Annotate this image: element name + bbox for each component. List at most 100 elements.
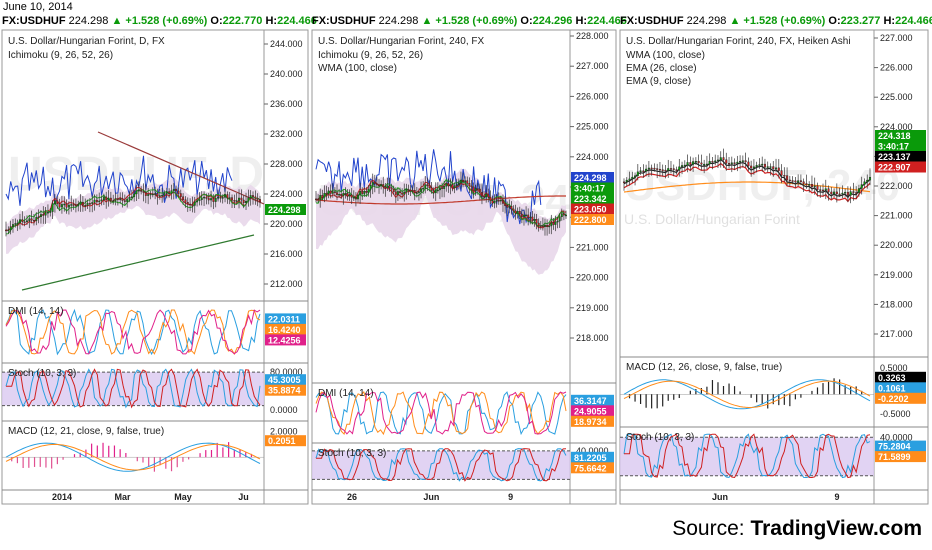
candle-body [12, 224, 14, 227]
candle-body [474, 188, 477, 191]
candle-body [510, 206, 513, 210]
price-tick-label: 219.000 [576, 303, 609, 313]
candle-body [653, 167, 656, 170]
symbol: FX:USDHUF [620, 15, 684, 27]
candle-body [436, 189, 439, 192]
candle-body [228, 197, 231, 199]
chart-daily[interactable]: USDHUF, DU.S. Dollar/Hungarian Forint, D… [1, 29, 309, 505]
candle-body [147, 194, 150, 196]
open-label: O: [828, 15, 841, 27]
candle-body [137, 189, 140, 192]
subpane-tag-bg [571, 405, 614, 417]
candle-body [868, 176, 872, 181]
price-tag-label: 224.298 [574, 173, 607, 183]
chart-panel-daily[interactable]: FX:USDHUF 224.298 ▲ +1.528 (+0.69%) O:22… [1, 14, 317, 505]
time-tick-label: 9 [508, 492, 513, 502]
candle-body [457, 182, 460, 185]
candle-body [331, 191, 334, 194]
candle-body [386, 185, 389, 189]
price-tick-label: 228.000 [270, 159, 303, 169]
candle-body [84, 204, 87, 207]
subpane-tag-label: 45.3005 [268, 375, 301, 385]
candle-body [705, 163, 708, 166]
candle-body [390, 187, 393, 190]
candle-body [775, 167, 778, 170]
candle-body [667, 168, 670, 171]
candle-body [794, 180, 797, 183]
candle-body [810, 184, 813, 188]
candle-body [142, 191, 145, 193]
candle-body [77, 204, 80, 207]
price-tag-bg [571, 182, 614, 194]
source-brand[interactable]: TradingView.com [750, 517, 922, 540]
chart-panel-heiken-ashi[interactable]: FX:USDHUF 224.298 ▲ +1.528 (+0.69%) O:22… [619, 14, 932, 505]
price-tag-label: 222.907 [878, 163, 911, 173]
candle-body [642, 170, 645, 173]
price-tag-label: 224.318 [878, 131, 911, 141]
candle-body [149, 193, 152, 196]
candle-body [128, 196, 131, 200]
indicator-label: EMA (9, close) [626, 76, 691, 87]
candle-body [544, 224, 546, 227]
panel-frame [619, 29, 929, 505]
candle-body [741, 160, 744, 162]
candle-body [719, 157, 722, 161]
candle-body [371, 182, 374, 186]
subpane-tag-bg [571, 462, 614, 474]
candle-body [168, 191, 171, 194]
candle-body [508, 206, 511, 208]
subpane-tag-bg [265, 435, 306, 447]
high-label: H: [265, 15, 278, 27]
candle-body [747, 161, 750, 167]
candle-body [210, 198, 213, 201]
candle-body [808, 184, 811, 186]
candle-body [531, 216, 534, 221]
price-tick-label: 224.000 [880, 122, 913, 132]
candle-body [487, 193, 490, 198]
candle-body [56, 200, 59, 204]
candle-body [19, 219, 21, 224]
price-tag: 223.050 [571, 203, 614, 215]
candle-body [200, 197, 203, 201]
candle-body [472, 186, 475, 191]
candle-body [407, 189, 410, 191]
candle-body [730, 162, 733, 164]
candle-body [240, 197, 243, 201]
candle-body [481, 192, 483, 197]
candle-body [242, 199, 245, 204]
price-tag-bg [875, 151, 926, 162]
candle-body [37, 216, 40, 219]
subpane-tag-bg [265, 323, 306, 335]
candle-body [179, 193, 182, 197]
price-tag: 224.298 [265, 204, 306, 215]
candle-body [752, 166, 755, 169]
candle-body [231, 197, 233, 201]
candle-body [102, 196, 105, 201]
candle-body [7, 229, 10, 232]
chart-title: U.S. Dollar/Hungarian Forint, D, FX [8, 36, 165, 47]
candle-body [860, 184, 863, 189]
candle-body [529, 216, 532, 219]
symbol: FX:USDHUF [2, 15, 66, 27]
candle-body [780, 170, 783, 176]
candle-body [9, 226, 12, 231]
open-value: 224.296 [532, 15, 573, 27]
price-tag: 223.342 [571, 193, 614, 204]
subpane-tag-bg [875, 392, 926, 404]
candle-body [112, 200, 115, 202]
candle-body [750, 165, 753, 169]
chart-panel-240[interactable]: FX:USDHUF 224.298 ▲ +1.528 (+0.69%) O:22… [311, 14, 627, 505]
price-tick-label: 221.000 [576, 242, 609, 252]
candle-body [628, 178, 631, 181]
candle-body [172, 188, 175, 191]
resistance-trendline [97, 131, 265, 205]
candle-body [636, 171, 639, 176]
candle-body [72, 204, 75, 206]
candle-body [562, 213, 565, 216]
candle-body [352, 197, 355, 199]
macd-signal-line [623, 380, 871, 408]
candle-body [191, 204, 194, 207]
source-prefix: Source: [672, 517, 751, 540]
